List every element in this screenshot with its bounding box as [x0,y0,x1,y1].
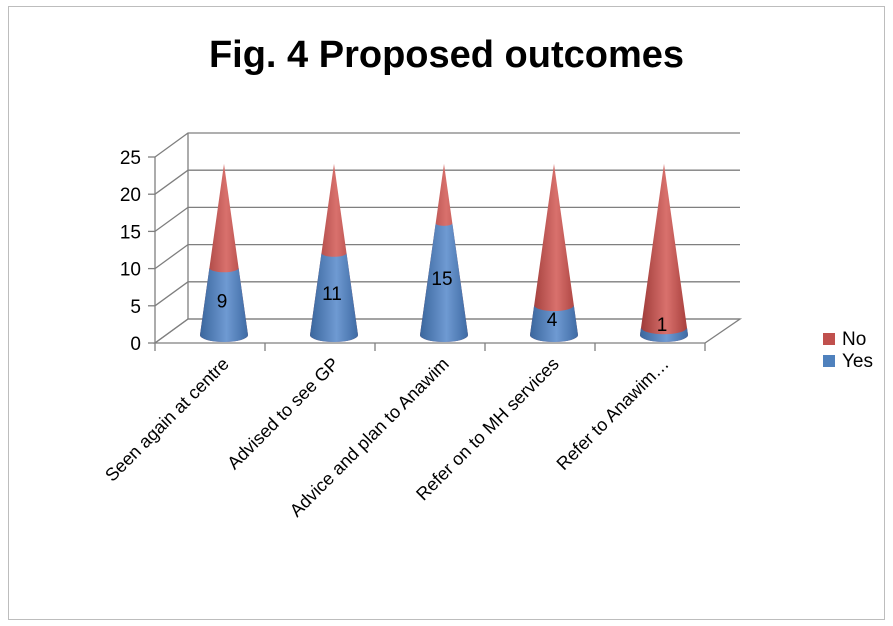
legend-swatch [823,333,835,345]
y-tick-label: 5 [130,297,141,318]
cones [200,163,688,342]
axes: 0 5 10 15 20 25 [120,133,743,355]
cone-yes [420,223,468,342]
legend-label: No [842,329,866,350]
data-label: 11 [322,284,342,305]
category-label: Seen again at centre [101,354,233,486]
legend-swatch [823,355,835,367]
category-label: Advised to see GP [223,354,343,474]
y-tick-label: 10 [120,260,141,281]
cone-no [530,163,578,342]
cone-yes [530,305,578,342]
cone-yes [310,253,358,342]
y-tick-label: 0 [130,334,141,355]
legend-label: Yes [842,351,873,372]
gridline [154,132,740,158]
data-label: 9 [217,292,228,313]
category-label: Refer to Anawim… [553,354,673,474]
cone-no [640,163,688,342]
labels: 9 Seen again at centre 11 Advised to see GP… [101,269,673,520]
y-tick-label: 15 [120,222,141,243]
data-label: 1 [657,315,668,336]
cone-yes [200,268,248,342]
data-label: 15 [431,269,452,290]
chart-title: Fig. 4 Proposed outcomes [208,34,685,76]
data-label: 4 [547,310,558,331]
cone-yes [640,327,688,342]
chart-floor [153,318,743,344]
y-tick-label: 20 [120,185,141,206]
y-tick-label: 25 [120,148,141,169]
